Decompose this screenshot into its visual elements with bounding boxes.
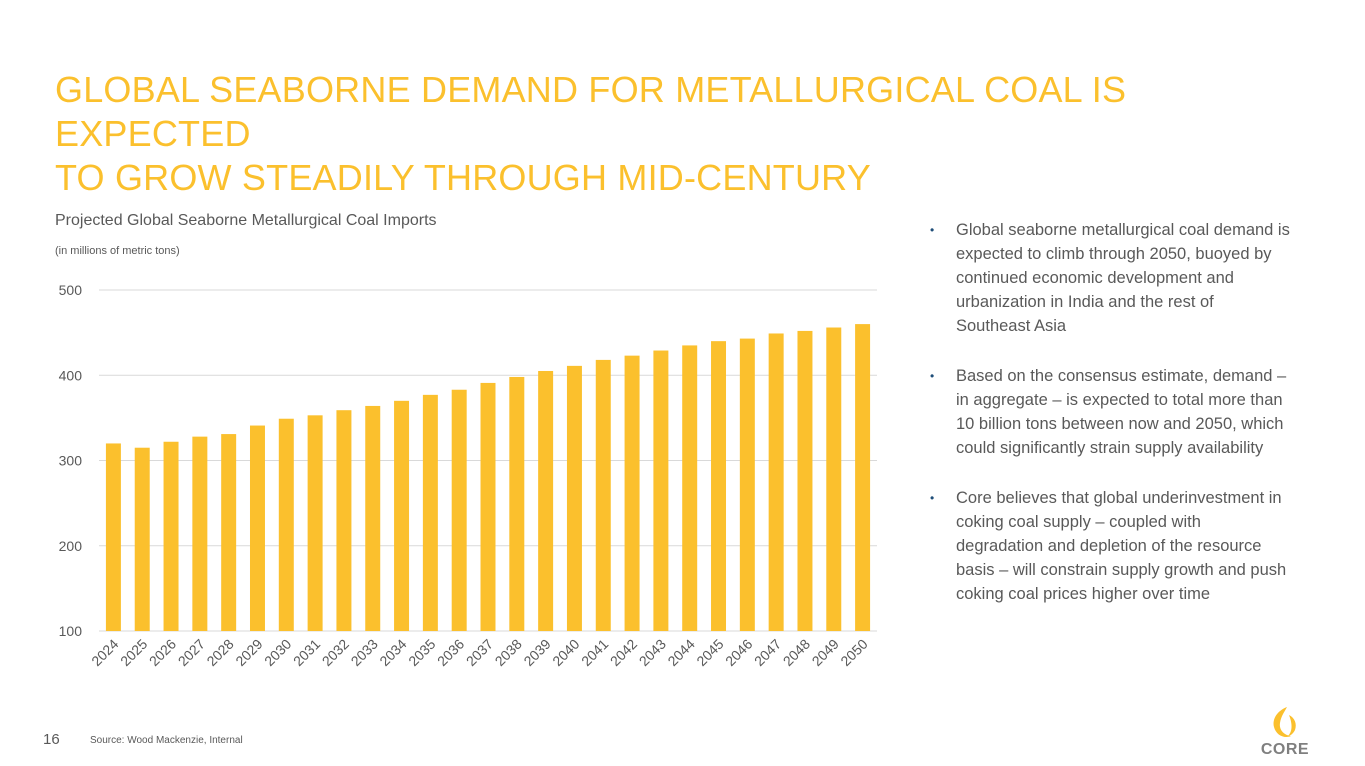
bullet-dot-icon: • (930, 491, 935, 505)
bar-2047 (768, 333, 784, 631)
y-tick-label: 300 (59, 453, 83, 469)
y-tick-label: 200 (59, 538, 83, 554)
x-tick-label: 2040 (549, 636, 582, 669)
bar-2029 (249, 425, 265, 631)
x-tick-label: 2042 (607, 636, 640, 669)
page-number: 16 (43, 731, 60, 748)
bullet-text: Based on the consensus estimate, demand … (956, 367, 1287, 457)
bullet-item: • Global seaborne metallurgical coal dema… (930, 218, 1290, 338)
bullet-dot-icon: • (930, 223, 935, 237)
bullet-text: Global seaborne metallurgical coal deman… (956, 221, 1290, 335)
x-tick-label: 2035 (405, 636, 438, 669)
bar-2041 (595, 359, 611, 631)
bar-2025 (134, 447, 150, 631)
bar-2024 (105, 443, 121, 631)
core-logo-icon (1273, 707, 1296, 737)
x-tick-label: 2050 (837, 636, 870, 669)
y-axis-ticks: 100 200 300 400 500 (59, 282, 83, 639)
bullet-dot-icon: • (930, 369, 935, 383)
x-tick-label: 2027 (175, 636, 208, 669)
x-tick-label: 2037 (463, 636, 496, 669)
x-tick-label: 2038 (492, 636, 525, 669)
bar-2045 (711, 341, 727, 631)
core-logo: CORE (1255, 705, 1315, 761)
bar-2027 (192, 436, 208, 631)
bar-2030 (278, 418, 294, 631)
bar-2040 (566, 365, 582, 631)
chart-title: Projected Global Seaborne Metallurgical … (55, 212, 437, 229)
x-tick-label: 2048 (780, 636, 813, 669)
bar-2042 (624, 355, 640, 631)
x-tick-label: 2030 (261, 636, 294, 669)
x-tick-label: 2025 (117, 636, 150, 669)
bars (105, 324, 871, 631)
x-tick-label: 2045 (693, 636, 726, 669)
bullet-item: • Based on the consensus estimate, demand… (930, 364, 1290, 460)
x-tick-label: 2028 (203, 636, 236, 669)
bar-2044 (682, 345, 698, 631)
slide-title-line-1: GLOBAL SEABORNE DEMAND FOR METALLURGICAL… (55, 69, 1127, 154)
bar-2037 (480, 382, 496, 631)
bar-2033 (365, 405, 381, 631)
bar-2049 (826, 327, 842, 631)
y-tick-label: 400 (59, 367, 83, 383)
x-tick-label: 2043 (636, 636, 669, 669)
x-tick-label: 2036 (434, 636, 467, 669)
x-tick-label: 2041 (578, 636, 611, 669)
bar-2038 (509, 376, 525, 631)
slide-title-line-2: TO GROW STEADILY THROUGH MID-CENTURY (55, 157, 871, 198)
bullet-text: Core believes that global underinvestmen… (956, 489, 1287, 603)
x-tick-label: 2049 (809, 636, 842, 669)
bar-2034 (394, 400, 410, 631)
x-tick-label: 2046 (722, 636, 755, 669)
x-tick-label: 2026 (146, 636, 179, 669)
bar-chart: 100 200 300 400 500 202420252026202720282029… (59, 282, 877, 669)
y-tick-label: 500 (59, 282, 83, 298)
bar-2036 (451, 389, 467, 631)
bar-2046 (739, 338, 755, 631)
x-tick-label: 2032 (319, 636, 352, 669)
bar-2028 (221, 434, 237, 631)
slide-title: GLOBAL SEABORNE DEMAND FOR METALLURGICAL… (55, 68, 1315, 200)
x-tick-label: 2044 (664, 636, 697, 669)
bar-2032 (336, 410, 352, 631)
x-tick-label: 2034 (376, 636, 409, 669)
chart-subtitle: (in millions of metric tons) (55, 245, 180, 257)
x-tick-label: 2047 (751, 636, 784, 669)
y-tick-label: 100 (59, 623, 83, 639)
bullet-list: • Global seaborne metallurgical coal dema… (930, 218, 1290, 632)
bar-2050 (855, 324, 871, 631)
x-tick-label: 2039 (520, 636, 553, 669)
bar-2035 (422, 394, 438, 631)
x-tick-label: 2033 (348, 636, 381, 669)
source-note: Source: Wood Mackenzie, Internal (90, 735, 243, 746)
logo-text: CORE (1260, 741, 1310, 758)
bar-2039 (538, 370, 554, 631)
bar-2026 (163, 441, 179, 631)
x-axis-ticks: 2024202520262027202820292030203120322033… (88, 636, 871, 669)
x-tick-label: 2029 (232, 636, 265, 669)
x-tick-label: 2024 (88, 636, 121, 669)
bar-2043 (653, 350, 669, 631)
bullet-item: • Core believes that global underinvestme… (930, 486, 1290, 606)
x-tick-label: 2031 (290, 636, 323, 669)
bar-2048 (797, 330, 813, 631)
bar-2031 (307, 415, 323, 631)
